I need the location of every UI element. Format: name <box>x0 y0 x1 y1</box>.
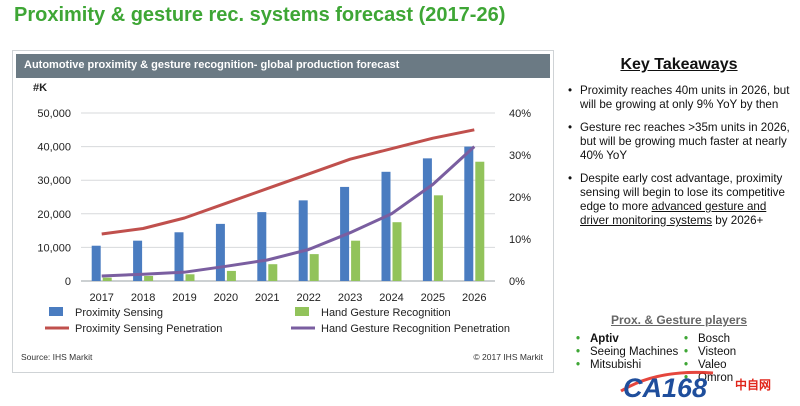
takeaway-item: • Proximity reaches 40m units in 2026, b… <box>566 84 792 112</box>
bar-hand-gesture-recognition <box>144 275 154 281</box>
x-tick-label: 2024 <box>379 292 403 304</box>
players-left-column: • Aptiv • Seeing Machines • Mitsubishi <box>576 333 678 372</box>
watermark-suffix-text: 中自网 <box>735 377 771 392</box>
chart-copyright: © 2017 IHS Markit <box>473 352 543 362</box>
bar-proximity-sensing <box>91 245 101 281</box>
player-item: • Bosch <box>684 333 730 345</box>
y-left-tick-label: 0 <box>65 276 71 288</box>
bar-proximity-sensing <box>174 232 184 281</box>
bar-hand-gesture-recognition <box>226 270 236 281</box>
takeaway-list: • Proximity reaches 40m units in 2026, b… <box>566 84 792 228</box>
x-tick-label: 2023 <box>338 292 362 304</box>
takeaway-item: • Gesture rec reaches >35m units in 2026… <box>566 121 792 163</box>
takeaway-text: Gesture rec reaches >35m units in 2026, … <box>580 121 790 162</box>
takeaway-text: Proximity reaches 40m units in 2026, but… <box>580 84 790 111</box>
line-proximity-penetration <box>101 128 475 236</box>
forecast-chart: 0 10,000 20,000 30,000 40,000 50,000 0% 10% 20% 3… <box>33 82 531 335</box>
takeaway-item: • Despite early cost advantage, proximit… <box>566 172 792 228</box>
x-tick-label: 2018 <box>131 292 155 304</box>
bullet-icon: • <box>576 346 581 358</box>
legend-label: Hand Gesture Recognition <box>321 307 451 319</box>
bullet-icon: • <box>684 359 689 371</box>
bar-hand-gesture-recognition <box>102 277 112 281</box>
y-right-tick-label: 30% <box>509 150 531 162</box>
x-tick-label: 2025 <box>421 292 445 304</box>
x-tick-label: 2017 <box>89 292 113 304</box>
players-right-column: • Bosch • Visteon • Valeo • Omron <box>684 333 736 385</box>
legend-label: Hand Gesture Recognition Penetration <box>321 323 510 335</box>
y-right-tick-label: 20% <box>509 192 531 204</box>
page-title: Proximity & gesture rec. systems forecas… <box>14 4 506 26</box>
player-item: • Mitsubishi <box>576 359 642 371</box>
bar-proximity-sensing <box>133 240 143 281</box>
takeaway-link-text: advanced gesture and driver monitoring s… <box>580 200 767 227</box>
y-right-tick-label: 0% <box>509 276 525 288</box>
bar-proximity-sensing <box>298 200 308 281</box>
bullet-icon: • <box>568 84 573 97</box>
bullet-icon: • <box>576 359 581 371</box>
bullet-icon: • <box>568 172 573 185</box>
chart-source: Source: IHS Markit <box>21 352 93 362</box>
y-right-tick-label: 10% <box>509 234 531 246</box>
legend-label: Proximity Sensing <box>75 307 163 319</box>
takeaway-text-end: by 2026+ <box>712 214 764 227</box>
bar-proximity-sensing <box>464 146 474 281</box>
y-left-tick-label: 50,000 <box>37 108 71 120</box>
players-title: Prox. & Gesture players <box>610 313 748 327</box>
legend-label: Proximity Sensing Penetration <box>75 323 222 335</box>
player-item: • Visteon <box>684 346 737 358</box>
y-left-tick-label: 10,000 <box>37 242 71 254</box>
y-left-tick-label: 40,000 <box>37 142 71 154</box>
player-item: • Valeo <box>684 359 727 371</box>
legend-swatch <box>49 307 63 316</box>
bar-hand-gesture-recognition <box>475 161 485 281</box>
x-tick-label: 2019 <box>172 292 196 304</box>
x-tick-label: 2021 <box>255 292 279 304</box>
x-tick-label: 2020 <box>214 292 238 304</box>
bar-proximity-sensing <box>215 223 225 281</box>
bar-hand-gesture-recognition <box>433 195 443 281</box>
takeaway-text: Despite early cost advantage, proximity … <box>580 172 785 213</box>
player-item: • Seeing Machines <box>576 346 679 358</box>
y-right-tick-label: 40% <box>509 108 531 120</box>
bar-proximity-sensing <box>422 158 432 281</box>
y-left-tick-label: 20,000 <box>37 209 71 221</box>
y-left-tick-label: 30,000 <box>37 175 71 187</box>
bullet-icon: • <box>568 121 573 134</box>
y-left-axis-label: #K <box>33 82 47 94</box>
players-section: Prox. & Gesture players • Aptiv • Seeing M… <box>566 313 792 384</box>
bullet-icon: • <box>684 346 689 358</box>
line-gesture-penetration <box>101 145 476 278</box>
watermark-brand-text: CA168 <box>623 373 707 403</box>
key-takeaways: Key Takeaways • Proximity reaches 40m un… <box>566 56 792 237</box>
legend-swatch <box>295 307 309 316</box>
player-item: • Omron <box>684 372 734 384</box>
bar-hand-gesture-recognition <box>185 274 195 281</box>
chart-panel: Automotive proximity & gesture recogniti… <box>12 50 554 373</box>
takeaways-title: Key Takeaways <box>620 56 738 73</box>
bar-proximity-sensing <box>381 171 391 281</box>
site-watermark-logo: CA168 中自网 <box>620 370 771 403</box>
bullet-icon: • <box>684 372 689 384</box>
bar-hand-gesture-recognition <box>392 222 402 281</box>
player-item: • Aptiv <box>576 333 619 345</box>
bullet-icon: • <box>684 333 689 345</box>
x-tick-label: 2026 <box>462 292 486 304</box>
bar-hand-gesture-recognition <box>351 240 361 281</box>
chart-header-title: Automotive proximity & gesture recogniti… <box>24 59 400 71</box>
bullet-icon: • <box>576 333 581 345</box>
x-tick-label: 2022 <box>296 292 320 304</box>
chart-header: Automotive proximity & gesture recogniti… <box>16 54 550 78</box>
bar-proximity-sensing <box>257 212 267 281</box>
bar-hand-gesture-recognition <box>309 254 319 281</box>
bar-hand-gesture-recognition <box>268 264 278 281</box>
